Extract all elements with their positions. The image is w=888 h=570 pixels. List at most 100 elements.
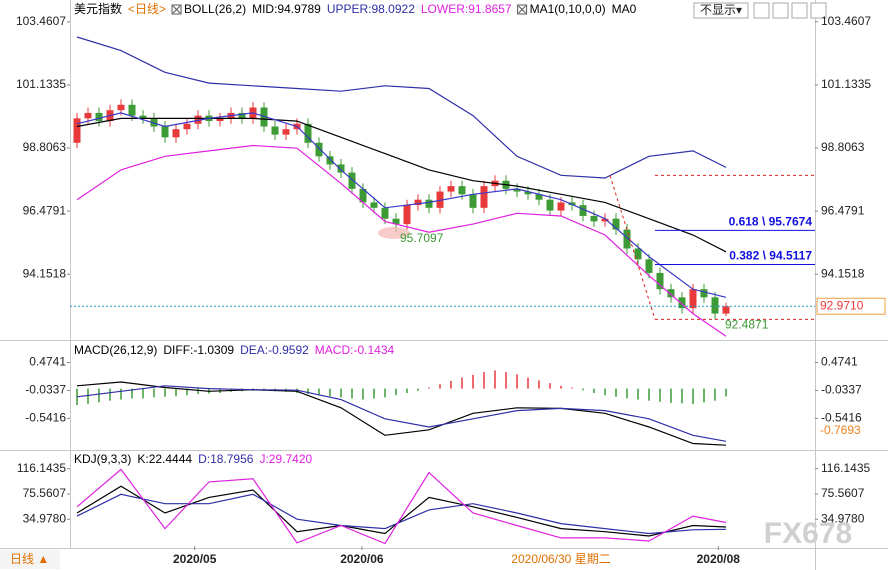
- y-tick-label: 116.1435: [821, 461, 870, 475]
- candle-body: [535, 194, 543, 200]
- candle-body: [359, 188, 367, 203]
- last-price-label: 92.9710: [820, 298, 864, 312]
- low-highlight: [378, 226, 410, 239]
- legend-icon: [518, 5, 526, 14]
- candle-body: [568, 202, 576, 206]
- candle-body: [161, 126, 169, 138]
- y-tick-label: -0.5416: [25, 411, 66, 425]
- current-value-label: -0.7693: [820, 423, 861, 437]
- y-tick-label: 94.1518: [23, 266, 67, 280]
- series-line: [76, 468, 727, 545]
- x-tick-label: 2020/06: [340, 552, 384, 566]
- candle-body: [392, 218, 400, 225]
- candle-body: [700, 289, 708, 298]
- candle-body: [84, 112, 92, 119]
- candle-body: [425, 199, 433, 208]
- y-tick-label: 96.4791: [821, 203, 865, 217]
- candle-body: [513, 188, 521, 192]
- y-tick-label: 34.9780: [821, 511, 865, 525]
- candle-body: [645, 259, 653, 273]
- legend-entry: DIFF:-1.0309: [163, 343, 234, 357]
- y-tick-label: 101.1335: [16, 77, 66, 91]
- candle-body: [711, 297, 719, 314]
- period-tab[interactable]: [0, 550, 60, 569]
- legend-entry: 美元指数: [74, 1, 122, 16]
- y-tick-label: 94.1518: [821, 266, 865, 280]
- candle-body: [282, 129, 290, 135]
- period-tab-label[interactable]: 日线 ▲: [10, 552, 49, 566]
- toolbar: 不显示▾: [693, 2, 827, 19]
- y-tick-label: 103.4607: [16, 14, 66, 28]
- fib-trend-line: [609, 175, 656, 320]
- legend-entry: UPPER:98.0922: [327, 2, 415, 16]
- candle-body: [722, 306, 730, 314]
- candle-body: [590, 215, 598, 222]
- y-tick-label: -0.0337: [821, 383, 862, 397]
- low-annotation: 92.4871: [725, 318, 769, 332]
- series-line: [76, 144, 727, 337]
- y-tick-label: 75.5607: [23, 486, 67, 500]
- candle-body: [238, 112, 246, 119]
- legend-entry: K:22.4444: [137, 452, 192, 466]
- candle-body: [414, 199, 422, 206]
- fib-level-label: 0.618 \ 95.7674: [729, 215, 813, 229]
- candle-body: [436, 191, 444, 208]
- legend-entry: KDJ(9,3,3): [74, 452, 131, 466]
- y-tick-label: 34.9780: [23, 511, 67, 525]
- legend-icon: [172, 5, 181, 14]
- candle-body: [667, 289, 675, 298]
- candle-body: [469, 194, 477, 208]
- y-tick-label: 0.4741: [821, 355, 858, 369]
- y-tick-label: 75.5607: [821, 486, 865, 500]
- y-tick-label: 101.1335: [821, 77, 871, 91]
- x-tick-label: 2020/08: [697, 552, 741, 566]
- y-tick-label: 103.4607: [821, 14, 871, 28]
- legend-entry: MID:94.9789: [252, 2, 321, 16]
- candle-body: [601, 218, 609, 222]
- toolbar-icon[interactable]: [791, 2, 808, 19]
- series-line: [76, 493, 727, 535]
- series-line: [76, 36, 727, 179]
- series-line: [76, 112, 727, 298]
- candle-body: [315, 142, 323, 157]
- hide-button[interactable]: [693, 2, 749, 19]
- cursor-date-label: 2020/06/30 星期二: [511, 552, 610, 566]
- y-tick-label: 116.1435: [17, 461, 66, 475]
- candle-body: [524, 191, 532, 195]
- candle-body: [656, 272, 664, 290]
- y-tick-label: 96.4791: [23, 203, 67, 217]
- y-tick-label: 98.8063: [23, 140, 67, 154]
- legend-entry: <日线>: [128, 2, 166, 16]
- candle-body: [579, 205, 587, 216]
- candle-body: [634, 248, 642, 260]
- candle-body: [139, 115, 147, 119]
- legend-entry: DEA:-0.9592: [240, 343, 309, 357]
- legend-entry: LOWER:91.8657: [421, 2, 512, 16]
- legend-entry: BOLL(26,2): [184, 2, 246, 16]
- x-tick-label: 2020/05: [173, 552, 217, 566]
- candle-body: [403, 205, 411, 225]
- candle-body: [183, 123, 191, 130]
- candle-body: [73, 118, 81, 143]
- candle-body: [689, 289, 697, 309]
- toolbar-icon[interactable]: [810, 2, 827, 19]
- candle-body: [337, 164, 345, 173]
- y-tick-label: 0.4741: [29, 355, 66, 369]
- candle-body: [678, 297, 686, 309]
- candle-body: [150, 118, 158, 127]
- legend-entry: MACD(26,12,9): [74, 343, 157, 357]
- legend-entry: J:29.7420: [259, 452, 312, 466]
- candle-body: [304, 123, 312, 143]
- hide-button-label[interactable]: 不显示▾: [700, 3, 742, 17]
- legend-entry: D:18.7956: [198, 452, 254, 466]
- series-line: [76, 385, 727, 442]
- fib-level-label: 0.382 \ 94.5117: [729, 249, 812, 263]
- toolbar-icon[interactable]: [753, 2, 770, 19]
- candle-body: [480, 186, 488, 208]
- toolbar-icon[interactable]: [772, 2, 789, 19]
- candle-body: [260, 107, 268, 127]
- y-tick-label: 98.8063: [821, 140, 865, 154]
- candle-body: [271, 126, 279, 135]
